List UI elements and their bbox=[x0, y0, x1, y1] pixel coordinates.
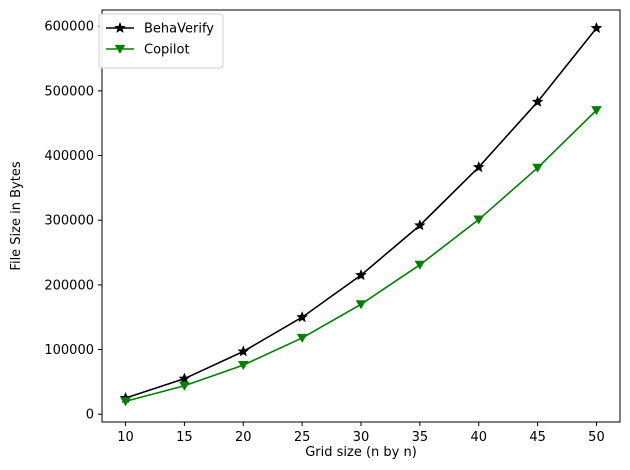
legend: BehaVerify Copilot bbox=[98, 13, 224, 69]
series-line bbox=[125, 27, 598, 399]
x-tick-label: 50 bbox=[588, 430, 605, 445]
data-point bbox=[296, 311, 308, 323]
series-copilot bbox=[120, 106, 602, 407]
data-point bbox=[414, 219, 426, 231]
data-point bbox=[120, 397, 131, 407]
legend-marker bbox=[114, 21, 126, 33]
data-point bbox=[472, 161, 485, 173]
tick-layer: 10 15 20 25 30 35 40 45 50 0 100000 200000 300000 400… bbox=[44, 20, 604, 445]
legend-entry-label: BehaVerify bbox=[144, 22, 214, 37]
data-point bbox=[590, 22, 603, 34]
series-line bbox=[125, 109, 598, 403]
x-axis-label: Grid size (n by n) bbox=[305, 445, 417, 460]
legend-marker bbox=[114, 44, 126, 54]
data-point bbox=[237, 361, 249, 371]
y-tick-label: 600000 bbox=[44, 20, 94, 35]
data-point bbox=[355, 300, 367, 310]
legend-entry-label: Copilot bbox=[144, 43, 190, 58]
data-point bbox=[473, 215, 485, 225]
data-point bbox=[532, 163, 543, 173]
y-tick-label: 0 bbox=[86, 408, 94, 423]
data-point bbox=[355, 269, 367, 281]
data-point bbox=[531, 95, 544, 107]
data-point bbox=[179, 381, 190, 391]
data-point bbox=[296, 333, 308, 343]
y-tick-label: 500000 bbox=[44, 84, 94, 99]
y-axis-label: File Size in Bytes bbox=[9, 161, 24, 270]
x-tick-label: 45 bbox=[529, 430, 546, 445]
plot-frame bbox=[101, 9, 621, 423]
series-layer bbox=[119, 22, 603, 407]
y-tick-label: 400000 bbox=[44, 149, 94, 164]
data-point bbox=[414, 260, 426, 270]
data-point bbox=[591, 106, 602, 116]
y-tick-label: 200000 bbox=[44, 278, 94, 293]
x-tick-label: 10 bbox=[117, 430, 134, 445]
x-tick-label: 35 bbox=[412, 430, 429, 445]
y-tick-label: 300000 bbox=[44, 214, 94, 229]
data-point bbox=[237, 345, 250, 357]
x-tick-label: 15 bbox=[176, 430, 193, 445]
x-tick-label: 25 bbox=[294, 430, 311, 445]
x-tick-label: 30 bbox=[353, 430, 370, 445]
y-tick-label: 100000 bbox=[44, 343, 94, 358]
data-point bbox=[178, 372, 191, 384]
x-tick-label: 40 bbox=[470, 430, 487, 445]
x-tick-label: 20 bbox=[235, 430, 252, 445]
series-behaverify bbox=[119, 22, 603, 403]
